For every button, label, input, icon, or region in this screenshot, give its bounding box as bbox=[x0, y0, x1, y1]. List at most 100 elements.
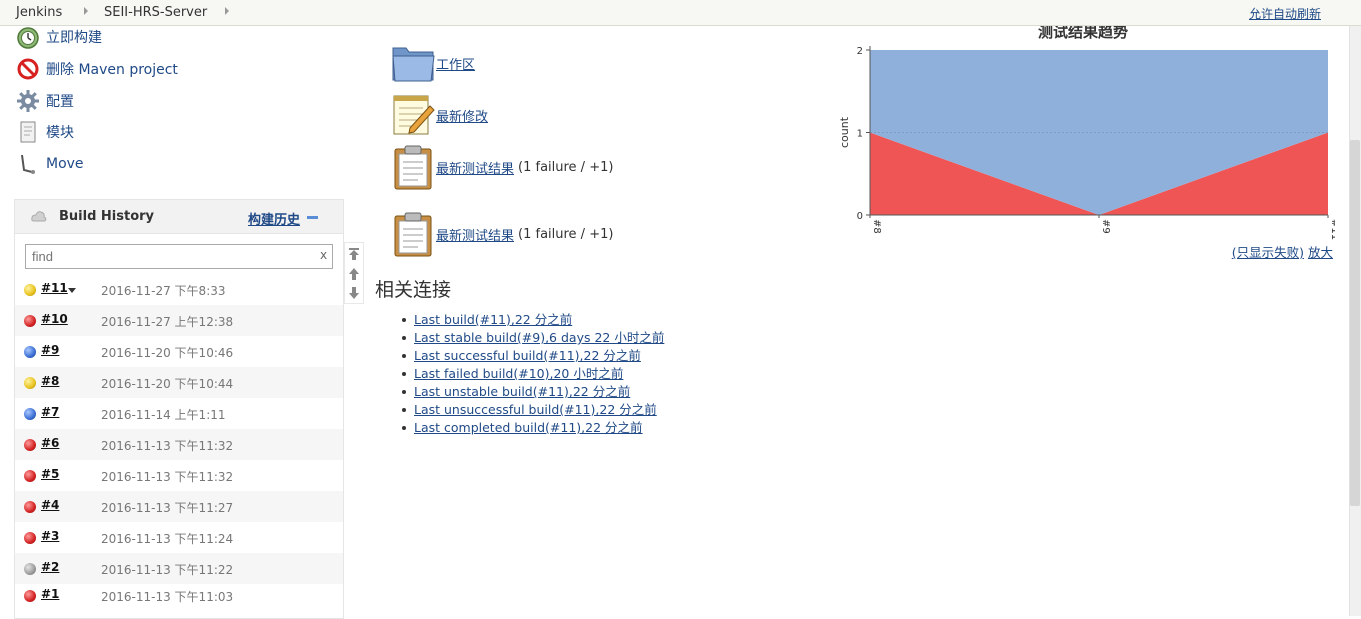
permalink-link[interactable]: Last build(#11),22 分之前 bbox=[414, 312, 573, 327]
enlarge-link[interactable]: 放大 bbox=[1307, 245, 1333, 260]
build-status-red-icon bbox=[24, 315, 36, 327]
build-date: 2016-11-20 下午10:44 bbox=[101, 377, 234, 391]
permalink-link[interactable]: Last unstable build(#11),22 分之前 bbox=[414, 384, 631, 399]
task-label: 模块 bbox=[46, 125, 74, 141]
build-row[interactable]: #3 2016-11-13 下午11:24 bbox=[15, 522, 343, 553]
permalinks-list: Last build(#11),22 分之前 Last stable build(… bbox=[401, 311, 665, 437]
build-row[interactable]: #11 2016-11-27 下午8:33 bbox=[15, 274, 343, 305]
build-date: 2016-11-13 下午11:32 bbox=[101, 470, 234, 484]
build-number-link[interactable]: #8 bbox=[41, 374, 60, 388]
task-configure[interactable]: 配置 bbox=[16, 89, 74, 113]
folder-icon bbox=[390, 40, 436, 86]
clipboard-icon bbox=[390, 144, 436, 190]
build-number-link[interactable]: #5 bbox=[41, 467, 60, 481]
task-build-now[interactable]: 立即构建 bbox=[16, 25, 102, 49]
build-number-link[interactable]: #3 bbox=[41, 529, 60, 543]
breadcrumb-project[interactable]: SEII-HRS-Server bbox=[104, 5, 208, 20]
build-status-grey-icon bbox=[24, 563, 36, 575]
latest-test-result-link[interactable]: 最新测试结果 bbox=[436, 228, 515, 244]
x-tick-label: #11 bbox=[1329, 219, 1335, 240]
y-tick-label: 2 bbox=[857, 46, 863, 57]
page-up-icon[interactable] bbox=[349, 268, 359, 280]
build-history-pager bbox=[344, 242, 364, 304]
page-down-icon[interactable] bbox=[349, 287, 359, 299]
recent-changes-link[interactable]: 最新修改 bbox=[436, 109, 489, 125]
task-move[interactable]: Move bbox=[16, 152, 84, 176]
notepad-icon bbox=[390, 92, 436, 138]
permalink-item: Last unstable build(#11),22 分之前 bbox=[401, 383, 664, 401]
build-status-yellow-icon bbox=[24, 377, 36, 389]
permalink-item: Last successful build(#11),22 分之前 bbox=[401, 347, 664, 365]
x-tick-label: #9 bbox=[1100, 219, 1111, 234]
workspace-link[interactable]: 工作区 bbox=[436, 57, 476, 73]
permalink-item: Last stable build(#9),6 days 22 小时之前 bbox=[401, 329, 665, 347]
build-number-link[interactable]: #2 bbox=[41, 560, 60, 574]
y-axis-label: count bbox=[838, 116, 851, 148]
build-search-input[interactable] bbox=[25, 244, 333, 269]
permalink-item: Last build(#11),22 分之前 bbox=[401, 311, 664, 329]
build-date: 2016-11-13 下午11:03 bbox=[101, 590, 234, 604]
failures-only-link[interactable]: (只显示失败) bbox=[1231, 245, 1304, 260]
test-result-item-2: 最新测试结果 (1 failure / +1) bbox=[390, 211, 613, 257]
build-number-link[interactable]: #1 bbox=[41, 587, 60, 601]
y-tick-label: 0 bbox=[857, 211, 863, 222]
build-history-panel: Build History 构建历史 x #11 2016-11-27 下午8:3… bbox=[14, 199, 344, 619]
build-status-red-icon bbox=[24, 501, 36, 513]
test-result-summary: (1 failure / +1) bbox=[518, 159, 614, 175]
build-row[interactable]: #6 2016-11-13 下午11:32 bbox=[15, 429, 343, 460]
build-date: 2016-11-20 下午10:46 bbox=[101, 346, 234, 360]
permalink-link[interactable]: Last unsuccessful build(#11),22 分之前 bbox=[414, 402, 657, 417]
workspace-item: 工作区 bbox=[390, 40, 475, 86]
scrollbar-thumb[interactable] bbox=[1350, 140, 1360, 506]
build-date: 2016-11-13 下午11:27 bbox=[101, 501, 234, 515]
breadcrumb-arrow-icon[interactable] bbox=[84, 7, 88, 15]
build-row[interactable]: #9 2016-11-20 下午10:46 bbox=[15, 336, 343, 367]
permalink-link[interactable]: Last stable build(#9),6 days 22 小时之前 bbox=[414, 330, 665, 345]
build-number-link[interactable]: #11 bbox=[41, 281, 68, 295]
delete-icon bbox=[16, 57, 40, 81]
page-first-icon[interactable] bbox=[349, 248, 359, 260]
build-row[interactable]: #7 2016-11-14 上午1:11 bbox=[15, 398, 343, 429]
task-label: Move bbox=[46, 156, 84, 172]
build-number-link[interactable]: #6 bbox=[41, 436, 60, 450]
breadcrumb-arrow-icon[interactable] bbox=[225, 7, 229, 15]
clipboard-icon bbox=[390, 211, 436, 257]
permalink-link[interactable]: Last completed build(#11),22 分之前 bbox=[414, 420, 643, 435]
permalink-link[interactable]: Last failed build(#10),20 小时之前 bbox=[414, 366, 624, 381]
build-row[interactable]: #2 2016-11-13 下午11:22 bbox=[15, 553, 343, 584]
build-row[interactable]: #4 2016-11-13 下午11:27 bbox=[15, 491, 343, 522]
build-row[interactable]: #5 2016-11-13 下午11:32 bbox=[15, 460, 343, 491]
build-history-header: Build History 构建历史 bbox=[15, 200, 343, 234]
build-number-link[interactable]: #9 bbox=[41, 343, 60, 357]
task-delete-project[interactable]: 删除 Maven project bbox=[16, 57, 178, 81]
build-number-link[interactable]: #4 bbox=[41, 498, 60, 512]
build-row[interactable]: #8 2016-11-20 下午10:44 bbox=[15, 367, 343, 398]
auto-refresh-link[interactable]: 允许自动刷新 bbox=[1248, 7, 1321, 21]
build-status-red-icon bbox=[24, 532, 36, 544]
task-modules[interactable]: 模块 bbox=[16, 120, 74, 144]
chart-links: (只显示失败) 放大 bbox=[1232, 242, 1333, 261]
gear-icon bbox=[16, 89, 40, 113]
permalink-link[interactable]: Last successful build(#11),22 分之前 bbox=[414, 348, 641, 363]
test-result-item-1: 最新测试结果 (1 failure / +1) bbox=[390, 144, 613, 190]
clear-search-icon[interactable]: x bbox=[320, 248, 328, 262]
breadcrumb-jenkins[interactable]: Jenkins bbox=[16, 5, 63, 20]
test-result-summary: (1 failure / +1) bbox=[518, 226, 614, 242]
build-status-red-icon bbox=[24, 470, 36, 482]
task-label: 配置 bbox=[46, 94, 74, 110]
build-status-red-icon bbox=[24, 439, 36, 451]
build-row[interactable]: #1 2016-11-13 下午11:03 bbox=[15, 580, 343, 611]
build-row[interactable]: #10 2016-11-27 上午12:38 bbox=[15, 305, 343, 336]
build-menu-caret-icon[interactable] bbox=[68, 288, 76, 293]
test-trend-chart: 测试结果趋势 0 1 2 #8 #9 #11 count bbox=[838, 26, 1335, 240]
weather-cloud-icon bbox=[31, 210, 47, 226]
build-date: 2016-11-27 下午8:33 bbox=[101, 284, 226, 298]
collapse-icon[interactable] bbox=[307, 216, 318, 219]
latest-test-result-link[interactable]: 最新测试结果 bbox=[436, 161, 515, 177]
build-date: 2016-11-27 上午12:38 bbox=[101, 315, 234, 329]
permalinks-title: 相关连接 bbox=[375, 279, 452, 301]
build-number-link[interactable]: #10 bbox=[41, 312, 68, 326]
build-status-red-icon bbox=[24, 590, 36, 602]
build-history-trend-link[interactable]: 构建历史 bbox=[248, 213, 301, 228]
build-number-link[interactable]: #7 bbox=[41, 405, 60, 419]
